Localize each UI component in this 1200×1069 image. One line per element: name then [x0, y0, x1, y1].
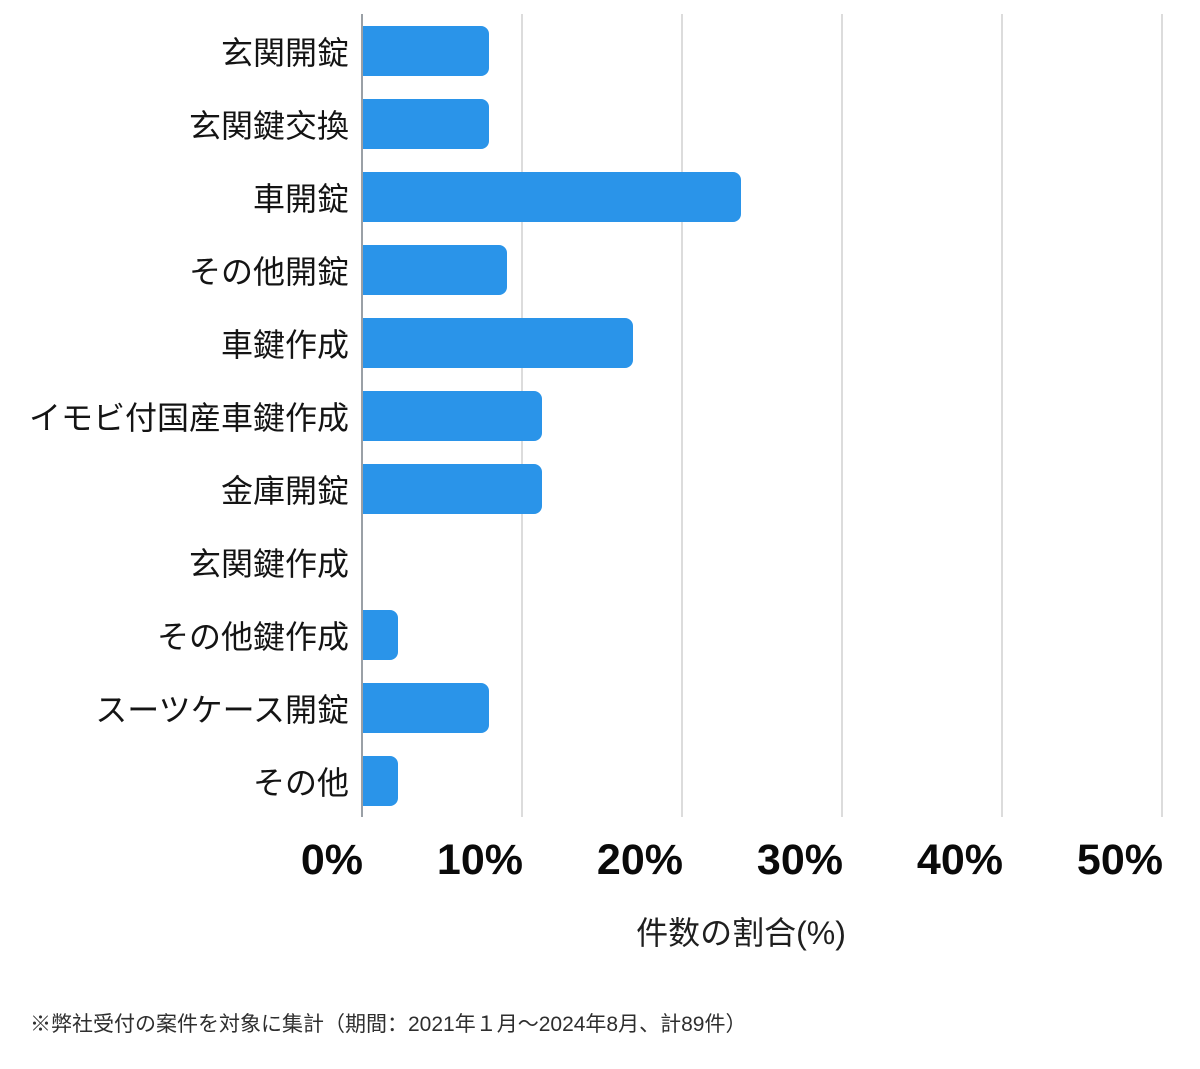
bar — [363, 244, 507, 295]
chart-row: 車開錠 — [0, 160, 1200, 233]
chart-row: その他 — [0, 744, 1200, 817]
category-label: 車開錠 — [252, 180, 349, 217]
chart-row: 玄関鍵交換 — [0, 87, 1200, 160]
bar — [363, 463, 542, 514]
gridline — [681, 14, 683, 817]
x-axis-title: 件数の割合(%) — [636, 915, 846, 951]
chart-footnote: ※弊社受付の案件を対象に集計（期間：2021年１月〜2024年8月、計89件） — [30, 1013, 747, 1036]
category-label: イモビ付国産車鍵作成 — [28, 399, 349, 436]
gridline — [841, 14, 843, 817]
category-label: 車鍵作成 — [220, 326, 349, 363]
chart-row: スーツケース開錠 — [0, 671, 1200, 744]
bar — [363, 98, 489, 149]
category-label: 玄関開錠 — [220, 34, 349, 71]
x-tick-label: 40% — [916, 836, 1003, 884]
bar — [363, 390, 542, 441]
bar — [363, 317, 633, 368]
chart-row: その他鍵作成 — [0, 598, 1200, 671]
chart-row: 金庫開錠 — [0, 452, 1200, 525]
gridline — [1001, 14, 1003, 817]
x-tick-label: 50% — [1076, 836, 1163, 884]
chart-row: イモビ付国産車鍵作成 — [0, 379, 1200, 452]
chart-row: その他開錠 — [0, 233, 1200, 306]
gridline — [1161, 14, 1163, 817]
category-label: その他鍵作成 — [156, 618, 349, 655]
x-tick-label: 0% — [300, 836, 363, 884]
category-label: 玄関鍵交換 — [188, 107, 349, 144]
bar — [363, 755, 398, 806]
category-label: 金庫開錠 — [220, 472, 349, 509]
chart-row: 玄関鍵作成 — [0, 525, 1200, 598]
x-tick-label: 10% — [436, 836, 523, 884]
category-label: その他開錠 — [188, 253, 349, 290]
category-label: 玄関鍵作成 — [188, 545, 349, 582]
chart-row: 車鍵作成 — [0, 306, 1200, 379]
y-axis-line — [361, 14, 363, 817]
chart-row: 玄関開錠 — [0, 14, 1200, 87]
category-label: スーツケース開錠 — [95, 691, 349, 728]
x-tick-label: 20% — [596, 836, 683, 884]
bar — [363, 609, 398, 660]
bar — [363, 682, 489, 733]
bar — [363, 171, 741, 222]
category-label: その他 — [252, 764, 349, 801]
bar — [363, 25, 489, 76]
x-tick-label: 30% — [756, 836, 843, 884]
plot-area: 玄関開錠玄関鍵交換車開錠その他開錠車鍵作成イモビ付国産車鍵作成金庫開錠玄関鍵作成… — [0, 14, 1200, 817]
